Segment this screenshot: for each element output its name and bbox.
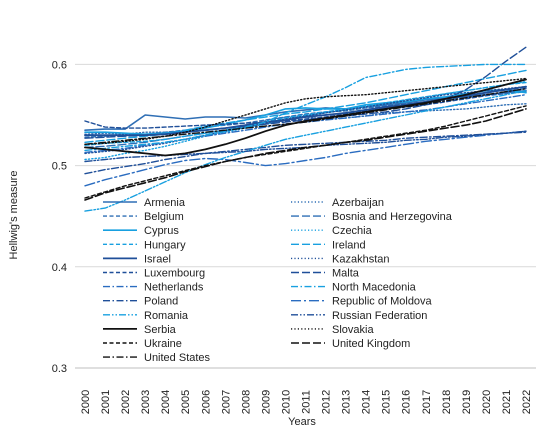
series-line [84,108,527,201]
series-line [84,85,527,155]
legend-label: Slovakia [332,324,374,336]
x-tick-label: 2019 [461,390,473,414]
legend-label: Serbia [144,324,177,336]
legend-label: Azerbaijan [332,197,384,209]
legend-label: Poland [144,296,178,308]
legend-label: North Macedonia [332,282,417,294]
x-tick-label: 2011 [301,390,313,414]
series-line [84,87,527,146]
legend: Armenia Azerbaijan Belgium Bosnia and Herze… [103,197,453,364]
x-tick-label: 2005 [180,390,192,414]
legend-label: Kazakhstan [332,253,389,265]
legend-label: Russian Federation [332,310,427,322]
x-tick-label: 2020 [481,390,493,414]
series-line [84,78,527,157]
series-line [84,89,527,212]
y-axis-label: Hellwig's measure [8,171,20,260]
x-axis-label: Years [288,416,316,428]
x-tick-label: 2003 [140,390,152,414]
y-tick-label: 0.3 [52,363,67,375]
x-tick-label: 2015 [381,390,393,414]
x-tick-label: 2016 [401,390,413,414]
x-tick-label: 2006 [200,390,212,414]
y-tick-label: 0.6 [52,59,67,71]
x-tick-label: 2002 [120,390,132,414]
x-tick-label: 2014 [361,390,373,414]
legend-label: Luxembourg [144,268,205,280]
series-line [84,87,527,129]
legend-label: Malta [332,268,360,280]
legend-label: Armenia [144,197,186,209]
series-line [84,77,527,146]
series-line [84,81,527,147]
y-tick-label: 0.5 [52,161,67,173]
legend-label: Belgium [144,211,184,223]
series-lines [84,46,527,212]
x-tick-label: 2021 [501,390,513,414]
legend-label: Israel [144,253,171,265]
series-line [84,130,527,187]
legend-label: Hungary [144,239,186,251]
x-tick-label: 2013 [341,390,353,414]
x-tick-label: 2012 [321,390,333,414]
legend-label: United Kingdom [332,338,410,350]
series-line [84,46,527,139]
series-line [84,63,527,152]
series-line [84,69,527,144]
x-tick-label: 2001 [100,390,112,414]
legend-label: Cyprus [144,225,179,237]
legend-label: Czechia [332,225,373,237]
x-tick-label: 2004 [160,390,172,414]
series-line [84,131,527,175]
x-tick-label: 2009 [260,390,272,414]
legend-label: Romania [144,310,189,322]
legend-label: Ukraine [144,338,182,350]
x-tick-label: 2000 [80,390,92,414]
legend-label: Ireland [332,239,366,251]
x-tick-label: 2010 [280,390,292,414]
y-tick-label: 0.4 [52,262,67,274]
legend-label: United States [144,352,211,364]
x-tick-label: 2018 [441,390,453,414]
legend-label: Netherlands [144,282,204,294]
legend-label: Republic of Moldova [332,296,433,308]
y-axis-ticks: 0.3 0.4 0.5 0.6 [52,59,67,375]
x-tick-label: 2017 [421,390,433,414]
x-tick-label: 2008 [240,390,252,414]
x-tick-label: 2022 [521,390,533,414]
x-tick-label: 2007 [220,390,232,414]
legend-label: Bosnia and Herzegovina [332,211,453,223]
x-axis-ticks: 2000 2001 2002 2003 2004 2005 2006 2007 2008 2009… [80,390,533,414]
